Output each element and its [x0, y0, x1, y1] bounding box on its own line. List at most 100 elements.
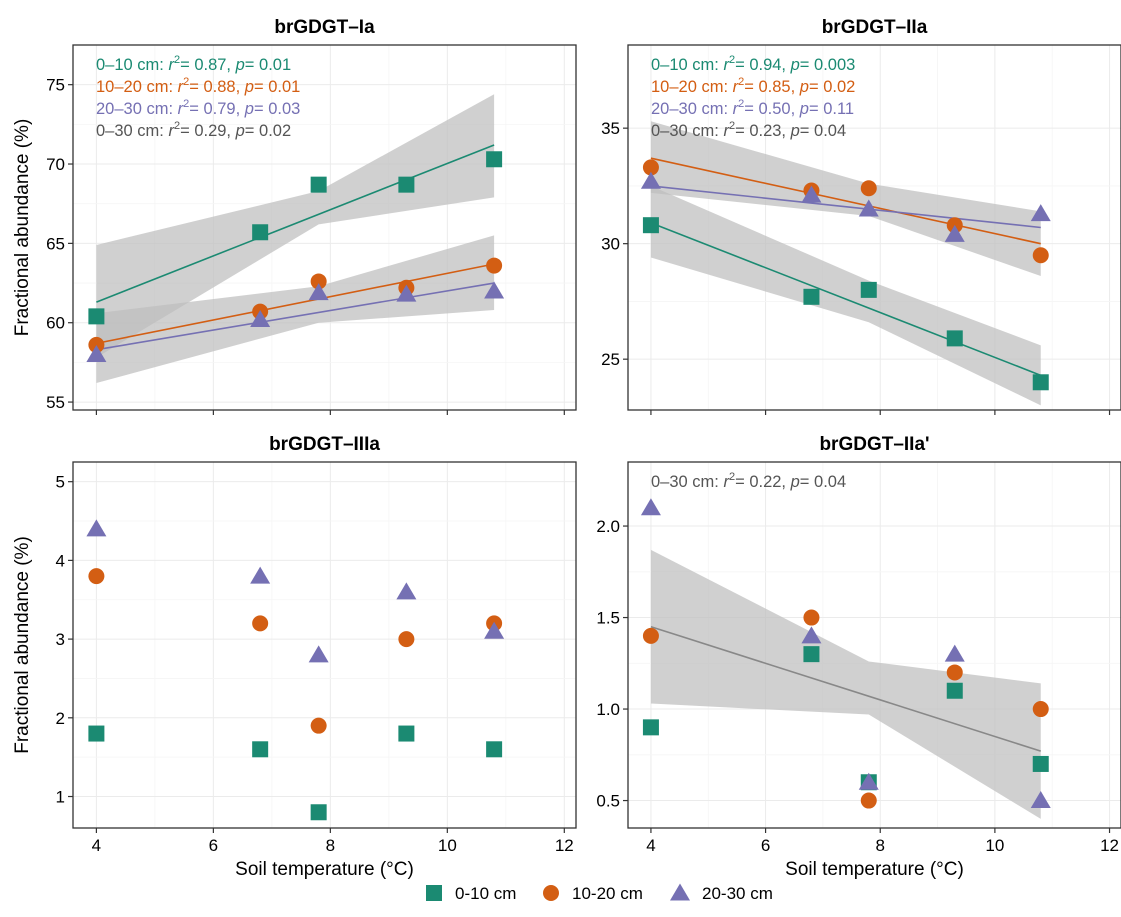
- annotation-depth: 0–10 cm:: [96, 56, 168, 74]
- y-tick-label: 30: [601, 235, 620, 254]
- annotation-p-symbol: p: [244, 78, 254, 96]
- data-point: [252, 224, 269, 241]
- confidence-band: [650, 121, 1041, 277]
- data-point: [396, 582, 417, 600]
- x-tick-label: 8: [875, 836, 884, 855]
- data-point: [642, 217, 659, 234]
- annotation-r2-value: = 0.85,: [744, 78, 800, 96]
- data-point: [308, 283, 329, 301]
- legend-key-triangle: [670, 883, 690, 901]
- annotation-r2-value: = 0.22,: [735, 473, 791, 491]
- regression-annotation: 10–20 cm: r2= 0.88, p= 0.01: [96, 76, 300, 96]
- annotation-p-symbol: p: [799, 78, 809, 96]
- regression-annotation: 0–10 cm: r2= 0.94, p= 0.003: [651, 54, 855, 74]
- regression-line: [96, 282, 495, 351]
- data-point: [642, 159, 659, 176]
- y-tick-label: 35: [601, 119, 620, 138]
- y-tick-label: 1.0: [596, 700, 620, 719]
- data-point: [396, 284, 417, 302]
- regression-annotation: 0–10 cm: r2= 0.87, p= 0.01: [96, 54, 291, 74]
- panel-border: [72, 461, 577, 829]
- regression-line: [96, 144, 495, 303]
- regression-annotation: 20–30 cm: r2= 0.50, p= 0.11: [651, 98, 854, 118]
- x-tick-label: 4: [92, 836, 101, 855]
- data-point: [88, 568, 105, 585]
- y-tick-label: 0.5: [596, 792, 620, 811]
- annotation-r-symbol: r: [733, 78, 740, 96]
- annotation-p-symbol: p: [790, 122, 800, 140]
- regression-annotation: 20–30 cm: r2= 0.79, p= 0.03: [96, 98, 300, 118]
- y-tick-label: 4: [56, 551, 65, 570]
- confidence-band: [96, 235, 495, 384]
- data-point: [946, 682, 963, 699]
- annotation-r-symbol: r: [168, 122, 175, 140]
- x-tick-label: 6: [209, 836, 218, 855]
- data-point: [310, 176, 327, 193]
- data-point: [310, 273, 327, 290]
- panel-title: brGDGT–Ia: [274, 17, 375, 38]
- data-point: [860, 180, 877, 197]
- data-point: [398, 631, 415, 648]
- regression-line: [650, 222, 1042, 377]
- panel-4: 4 6 8 10 12 0.5 1.0 1.5 2.0 brGDGT–IIa' Soil tempe…: [596, 434, 1121, 880]
- legend-key-circle: [543, 885, 559, 901]
- regression-annotation: 10–20 cm: r2= 0.85, p= 0.02: [651, 76, 855, 96]
- confidence-band: [96, 94, 495, 358]
- data-point: [88, 336, 105, 353]
- y-tick-label: 2: [56, 709, 65, 728]
- y-tick-label: 70: [46, 155, 65, 174]
- confidence-band: [650, 549, 1041, 819]
- panel-title: brGDGT–IIIa: [269, 434, 380, 455]
- regression-line: [96, 263, 495, 345]
- regression-line: [650, 157, 1041, 245]
- panel-border: [627, 461, 1121, 829]
- panel-1: 55 60 65 70 75 brGDGT–Ia Fractional abundance …: [12, 17, 577, 415]
- y-tick-label: 1: [56, 788, 65, 807]
- y-axis-title: Fractional abundance (%): [12, 119, 33, 337]
- annotation-depth: 20–30 cm:: [651, 100, 733, 118]
- data-point: [86, 344, 107, 362]
- annotation-r-symbol: r: [723, 56, 730, 74]
- annotation-p-value: = 0.02: [809, 78, 855, 96]
- annotation-r2-value: = 0.50,: [744, 100, 800, 118]
- x-tick-label: 4: [646, 836, 655, 855]
- data-point: [308, 645, 329, 663]
- confidence-band: [650, 185, 1041, 406]
- panel-title: brGDGT–IIa': [819, 434, 929, 455]
- data-point: [252, 615, 269, 632]
- data-point: [484, 621, 505, 639]
- y-tick-label: 1.5: [596, 609, 620, 628]
- annotation-superscript: 2: [174, 54, 180, 66]
- annotation-depth: 10–20 cm:: [651, 78, 733, 96]
- legend: 0-10 cm 10-20 cm 20-30 cm: [426, 883, 773, 903]
- data-point: [858, 772, 879, 790]
- data-point: [88, 308, 105, 325]
- x-tick-label: 8: [326, 836, 335, 855]
- data-point: [398, 176, 415, 193]
- data-point: [1032, 374, 1049, 391]
- annotation-p-symbol: p: [799, 100, 809, 118]
- annotation-p-symbol: p: [235, 56, 245, 74]
- y-axis-title: Fractional abundance (%): [12, 536, 33, 754]
- data-point: [1030, 791, 1051, 809]
- y-tick-label: 55: [46, 393, 65, 412]
- annotation-p-value: = 0.003: [800, 56, 856, 74]
- data-point: [803, 609, 820, 626]
- data-point: [310, 717, 327, 734]
- x-axis-title: Soil temperature (°C): [235, 859, 414, 880]
- data-point: [1032, 755, 1049, 772]
- data-point: [486, 741, 503, 758]
- data-point: [88, 725, 105, 742]
- y-tick-label: 3: [56, 630, 65, 649]
- annotation-superscript: 2: [729, 471, 735, 483]
- data-point: [486, 151, 503, 168]
- panel-border: [72, 44, 577, 411]
- annotation-p-value: = 0.04: [800, 122, 846, 140]
- annotation-superscript: 2: [183, 76, 189, 88]
- data-point: [803, 646, 820, 663]
- legend-label: 0-10 cm: [455, 884, 516, 903]
- data-point: [86, 519, 107, 537]
